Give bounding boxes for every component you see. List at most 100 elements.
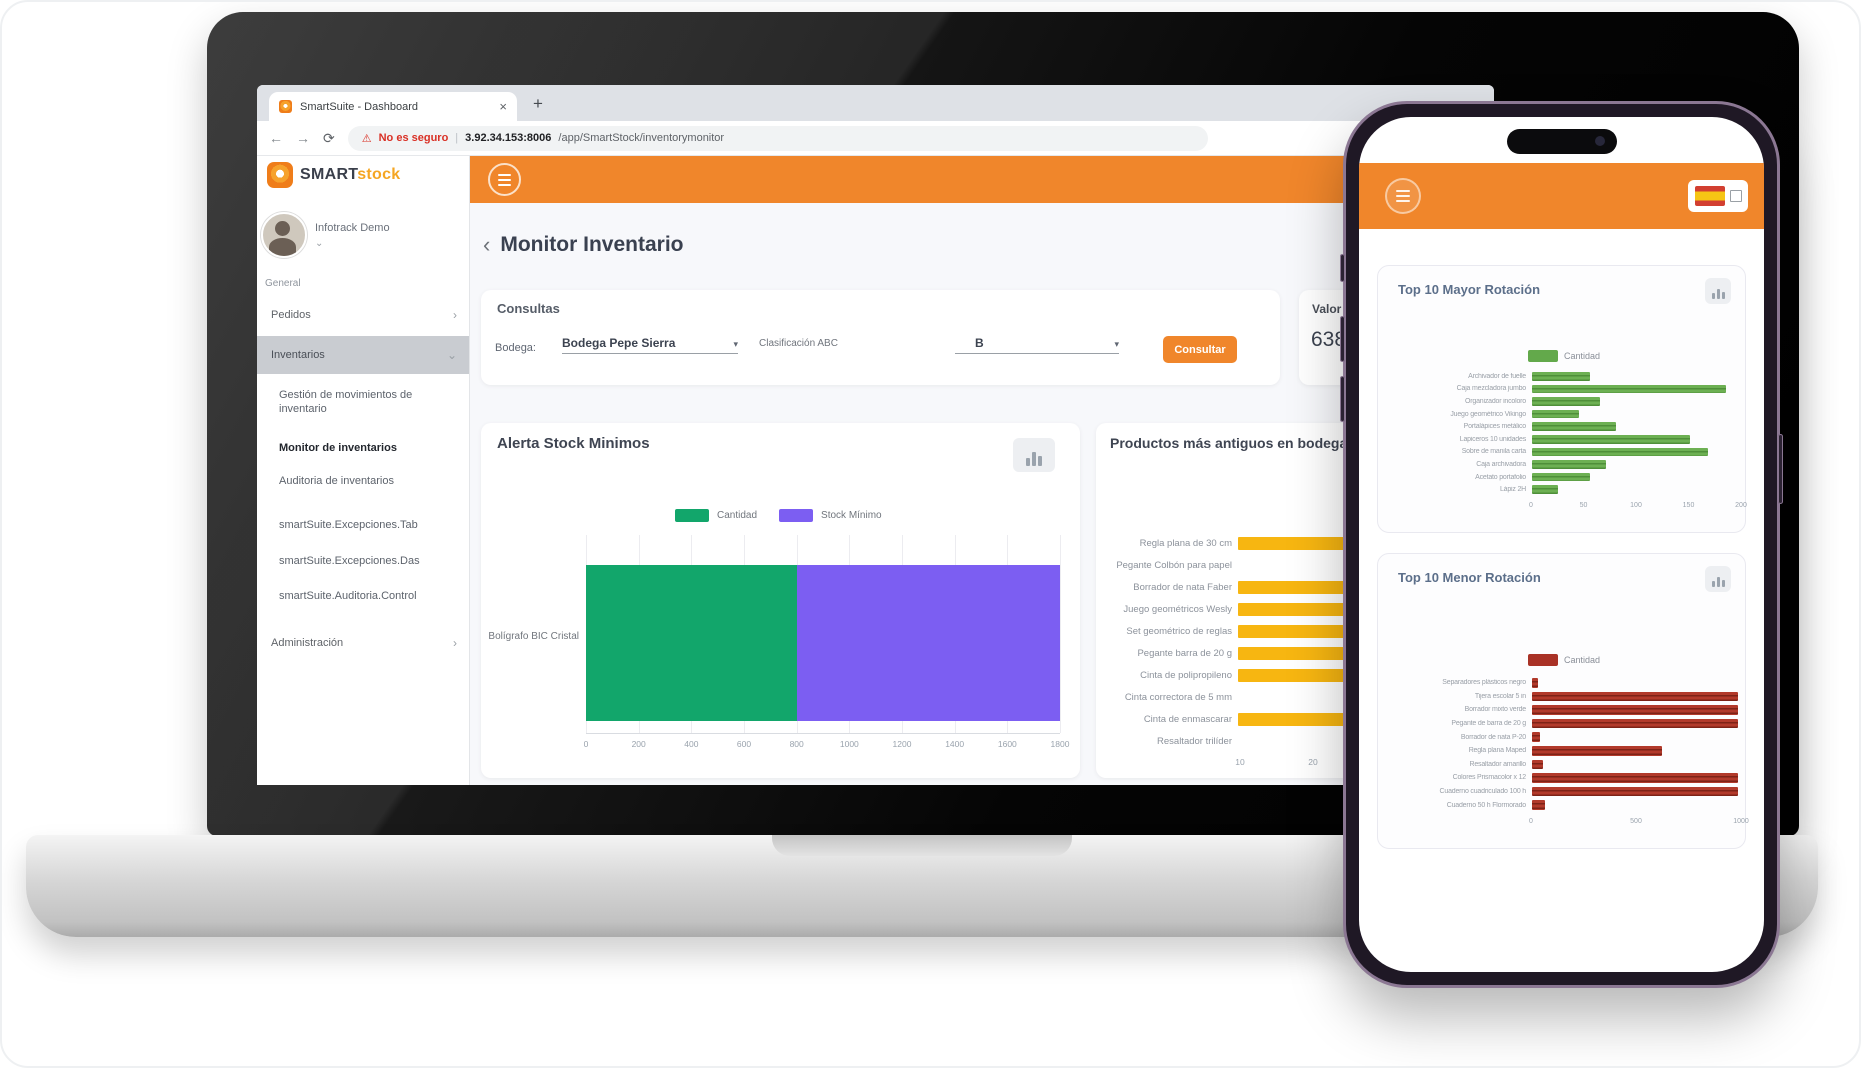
sidebar-item-monitor-inventarios[interactable]: Monitor de inventarios bbox=[279, 442, 397, 454]
sidebar-item-excepciones-tab[interactable]: smartSuite.Excepciones.Tab bbox=[279, 519, 418, 531]
bar-label: Cuaderno cuadriculado 100 h bbox=[1439, 788, 1527, 796]
user-avatar[interactable] bbox=[261, 212, 307, 258]
new-tab-button[interactable]: + bbox=[533, 94, 543, 113]
phone-power-button bbox=[1778, 434, 1783, 504]
chart-row: Sobre de manila carta bbox=[1378, 446, 1745, 459]
tab-close-icon[interactable]: × bbox=[499, 99, 507, 114]
security-warning-icon[interactable]: ⚠ bbox=[361, 132, 372, 145]
bar bbox=[1532, 422, 1616, 431]
url-omnibox[interactable]: ⚠ No es seguro | 3.92.34.153:8006 /app/S… bbox=[347, 125, 1208, 151]
menor-rotacion-title: Top 10 Menor Rotación bbox=[1398, 570, 1541, 585]
tab-title: SmartSuite - Dashboard bbox=[300, 100, 418, 113]
axis-tick-label: 0 bbox=[583, 739, 589, 749]
bar bbox=[1532, 485, 1559, 494]
chevron-right-icon: › bbox=[453, 308, 457, 322]
chart-row: Borrador de nata P-20 bbox=[1378, 730, 1745, 744]
chart-icon-button[interactable] bbox=[1705, 566, 1731, 592]
main-content: ‹ Monitor Inventario Consultas Bodega: B… bbox=[470, 156, 1494, 785]
phone-camera-lens bbox=[1594, 136, 1605, 146]
bar-chart-icon bbox=[1026, 458, 1030, 466]
chart-row: Lápiz 2H bbox=[1378, 483, 1745, 496]
browser-tab-bar: SmartSuite - Dashboard × + bbox=[257, 85, 1494, 121]
axis-tick-label: 0 bbox=[1529, 818, 1533, 825]
bar-label: Borrador mixto verde bbox=[1464, 706, 1527, 714]
hamburger-menu-icon[interactable] bbox=[488, 163, 521, 196]
bar bbox=[1532, 718, 1738, 729]
bar-label: Portalápices metálico bbox=[1463, 423, 1527, 431]
consultas-title: Consultas bbox=[497, 301, 560, 316]
axis-tick-label: 1800 bbox=[1050, 739, 1070, 749]
chart-row: Caja mezcladora jumbo bbox=[1378, 383, 1745, 396]
bar bbox=[1532, 691, 1738, 702]
back-icon[interactable]: ← bbox=[269, 130, 283, 146]
phone-app-header bbox=[1359, 163, 1764, 229]
bar-label: Separadores plásticos negro bbox=[1442, 679, 1526, 687]
sidebar: SMARTstock Infotrack Demo ⌄ General Pedi… bbox=[257, 156, 470, 785]
language-flag-chip[interactable] bbox=[1688, 180, 1748, 212]
laptop-lid-notch bbox=[772, 835, 1072, 856]
bar bbox=[1532, 759, 1543, 770]
chart-row: Acetato portafolio bbox=[1378, 471, 1745, 484]
sidebar-item-gestion-movimientos[interactable]: Gestión de movimientos de inventario bbox=[279, 389, 413, 415]
sidebar-item-administracion[interactable]: Administración › bbox=[271, 636, 457, 650]
alerta-stock-minimos-card: Alerta Stock Minimos Cantidad Stock Míni… bbox=[481, 423, 1080, 778]
chart-type-icon-button[interactable] bbox=[1013, 438, 1055, 472]
legend-label-cantidad: Cantidad bbox=[1564, 655, 1601, 665]
bar-label: Caja archivadora bbox=[1476, 460, 1526, 468]
bar bbox=[1532, 705, 1738, 715]
productos-chart-title: Productos más antiguos en bodega bbox=[1110, 435, 1348, 451]
legend-swatch-stock-minimo bbox=[779, 509, 814, 522]
alerta-chart-title: Alerta Stock Minimos bbox=[497, 435, 650, 452]
bar-label: Lapiceros 10 unidades bbox=[1459, 435, 1526, 443]
chart-row: Tijera escolar 5 in bbox=[1378, 690, 1745, 704]
mayor-rotacion-title: Top 10 Mayor Rotación bbox=[1398, 282, 1541, 297]
bar-label: Pegante de barra de 20 g bbox=[1451, 720, 1526, 728]
bar-label: Borrador de nata P-20 bbox=[1460, 733, 1526, 741]
menor-legend: Cantidad bbox=[1528, 654, 1600, 666]
bar-label: Organizador incoloro bbox=[1465, 397, 1526, 405]
user-name[interactable]: Infotrack Demo bbox=[315, 222, 390, 234]
user-menu-caret-icon[interactable]: ⌄ bbox=[315, 238, 324, 249]
refresh-icon[interactable]: ⟳ bbox=[323, 129, 335, 146]
axis-tick-label: 0 bbox=[1529, 502, 1533, 509]
clasificacion-select[interactable]: B ▾ bbox=[955, 336, 1119, 354]
menor-axis: 0 500 1000 bbox=[1378, 554, 1749, 848]
chart-row: Cuaderno cuadriculado 100 h bbox=[1378, 785, 1745, 799]
bar bbox=[1532, 372, 1590, 381]
consultar-button[interactable]: Consultar bbox=[1163, 336, 1237, 363]
valor-label: Valor bbox=[1312, 302, 1342, 316]
chart-row: Cuaderno 50 h Flormorado bbox=[1378, 798, 1745, 812]
chart-row: Portalápices metálico bbox=[1378, 420, 1745, 433]
bar-label: Resaltador trilíder bbox=[1157, 735, 1232, 747]
bodega-select[interactable]: Bodega Pepe Sierra ▾ bbox=[562, 336, 738, 354]
bar bbox=[1532, 384, 1727, 394]
chart-row: Pegante de barra de 20 g bbox=[1378, 717, 1745, 731]
browser-tab[interactable]: SmartSuite - Dashboard × bbox=[269, 92, 517, 121]
bar-label: Colores Prismacolor x 12 bbox=[1452, 774, 1527, 782]
bar-label: Pegante Colbón para papel bbox=[1116, 559, 1232, 571]
back-chevron-icon[interactable]: ‹ bbox=[483, 232, 491, 257]
bar-label: Cinta de enmascarar bbox=[1143, 713, 1232, 725]
bar-label: Regla plana Maped bbox=[1468, 747, 1527, 755]
axis-tick-label: 20 bbox=[1308, 757, 1318, 767]
sidebar-item-auditoria-inventarios[interactable]: Auditoria de inventarios bbox=[279, 475, 394, 487]
sidebar-item-excepciones-das[interactable]: smartSuite.Excepciones.Das bbox=[279, 555, 420, 567]
sidebar-item-pedidos[interactable]: Pedidos › bbox=[271, 308, 457, 322]
chart-row: Caja archivadora bbox=[1378, 458, 1745, 471]
breadcrumb: ‹ Monitor Inventario bbox=[483, 233, 684, 257]
legend-swatch-cantidad bbox=[1528, 350, 1558, 362]
phone-hamburger-menu-icon[interactable] bbox=[1385, 178, 1421, 214]
bar bbox=[1532, 435, 1690, 444]
forward-icon[interactable]: → bbox=[296, 130, 310, 146]
sidebar-item-inventarios[interactable]: Inventarios ⌄ bbox=[257, 336, 469, 374]
bar-label: Tijera escolar 5 in bbox=[1474, 692, 1526, 700]
chart-row: Separadores plásticos negro bbox=[1378, 676, 1745, 690]
axis-tick-label: 1600 bbox=[997, 739, 1017, 749]
smartstock-logo[interactable]: SMARTstock bbox=[267, 162, 401, 188]
bar-label: Pegante barra de 20 g bbox=[1137, 647, 1232, 659]
bar-label: Cuaderno 50 h Flormorado bbox=[1446, 801, 1526, 809]
mayor-rotacion-card: Top 10 Mayor Rotación Cantidad Archivado… bbox=[1377, 265, 1747, 533]
chart-icon-button[interactable] bbox=[1705, 278, 1731, 304]
sidebar-item-auditoria-control[interactable]: smartSuite.Auditoria.Control bbox=[279, 590, 417, 602]
chart-row: Lapiceros 10 unidades bbox=[1378, 433, 1745, 446]
